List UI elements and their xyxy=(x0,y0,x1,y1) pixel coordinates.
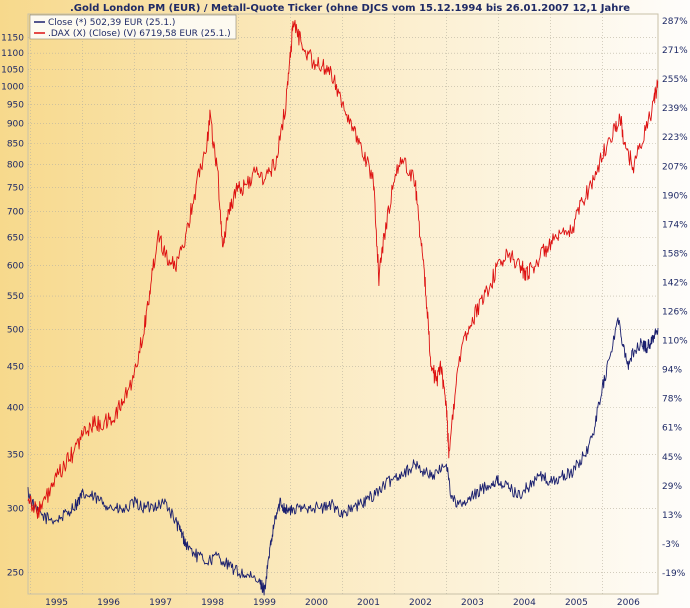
y-tick-label: 1000 xyxy=(1,83,24,93)
y-right-tick-label: 142% xyxy=(662,278,688,288)
plot-frame xyxy=(27,13,659,595)
y-right-tick-label: 45% xyxy=(662,453,682,463)
y-right-tick-label: 190% xyxy=(662,191,688,201)
chart-title: .Gold London PM (EUR) / Metall-Quote Tic… xyxy=(70,3,630,14)
x-tick-label: 1996 xyxy=(97,598,120,608)
y-tick-label: 650 xyxy=(7,233,24,243)
y-tick-label: 1050 xyxy=(1,65,24,75)
series-layer xyxy=(27,19,659,596)
y-tick-label: 350 xyxy=(7,450,24,460)
y-right-tick-label: 61% xyxy=(662,424,682,434)
y-tick-label: 750 xyxy=(7,183,24,193)
y-tick-label: 850 xyxy=(7,139,24,149)
legend: Close (*) 502,39 EUR (25.1.).DAX (X) (Cl… xyxy=(29,14,237,40)
x-tick-label: 1995 xyxy=(45,598,68,608)
y-tick-label: 400 xyxy=(7,404,24,414)
x-tick-label: 2003 xyxy=(461,598,484,608)
y-tick-label: 800 xyxy=(7,161,24,171)
y-right-tick-label: 126% xyxy=(662,308,688,318)
x-tick-label: 2004 xyxy=(513,598,536,608)
y-right-tick-label: 158% xyxy=(662,249,688,259)
x-tick-label: 2002 xyxy=(409,598,432,608)
legend-entry: .DAX (X) (Close) (V) 6719,58 EUR (25.1.) xyxy=(48,29,231,39)
y-tick-label: 450 xyxy=(7,362,24,372)
y-tick-label: 550 xyxy=(7,292,24,302)
y-right-tick-label: 174% xyxy=(662,220,688,230)
y-right-tick-label: 110% xyxy=(662,337,688,347)
y-right-tick-label: 271% xyxy=(662,46,688,56)
y-tick-label: 700 xyxy=(7,208,24,218)
y-tick-label: 950 xyxy=(7,101,24,111)
grid xyxy=(27,13,659,595)
y-right-tick-label: 94% xyxy=(662,366,682,376)
y-tick-label: 1150 xyxy=(1,34,24,44)
y-right-tick-label: 255% xyxy=(662,75,688,85)
y-tick-label: 900 xyxy=(7,119,24,129)
x-tick-label: 2000 xyxy=(305,598,328,608)
y-right-tick-label: -19% xyxy=(662,569,686,579)
y-right-tick-label: 78% xyxy=(662,395,682,405)
x-tick-label: 1999 xyxy=(253,598,276,608)
x-tick-label: 2001 xyxy=(357,598,380,608)
y-right-tick-label: 13% xyxy=(662,511,682,521)
x-tick-label: 2005 xyxy=(565,598,588,608)
y-tick-label: 1100 xyxy=(1,49,24,59)
y-right-tick-label: 223% xyxy=(662,133,688,143)
y-tick-label: 600 xyxy=(7,262,24,272)
x-tick-label: 2006 xyxy=(617,598,640,608)
y-right-tick-label: -3% xyxy=(662,540,680,550)
x-tick-label: 1997 xyxy=(149,598,172,608)
series-line xyxy=(27,19,659,519)
y-tick-label: 250 xyxy=(7,568,24,578)
x-tick-label: 1998 xyxy=(201,598,224,608)
y-right-tick-label: 207% xyxy=(662,162,688,172)
legend-entry: Close (*) 502,39 EUR (25.1.) xyxy=(48,18,175,28)
series-line xyxy=(27,317,659,596)
y-right-tick-label: 287% xyxy=(662,17,688,27)
y-right-tick-label: 29% xyxy=(662,482,682,492)
y-tick-label: 300 xyxy=(7,504,24,514)
y-tick-label: 500 xyxy=(7,325,24,335)
legend-box xyxy=(29,14,237,40)
y-right-tick-label: 239% xyxy=(662,104,688,114)
axes: 250 300 350 400 450 500 550 600 650 700 750 800 850 9… xyxy=(1,17,688,608)
